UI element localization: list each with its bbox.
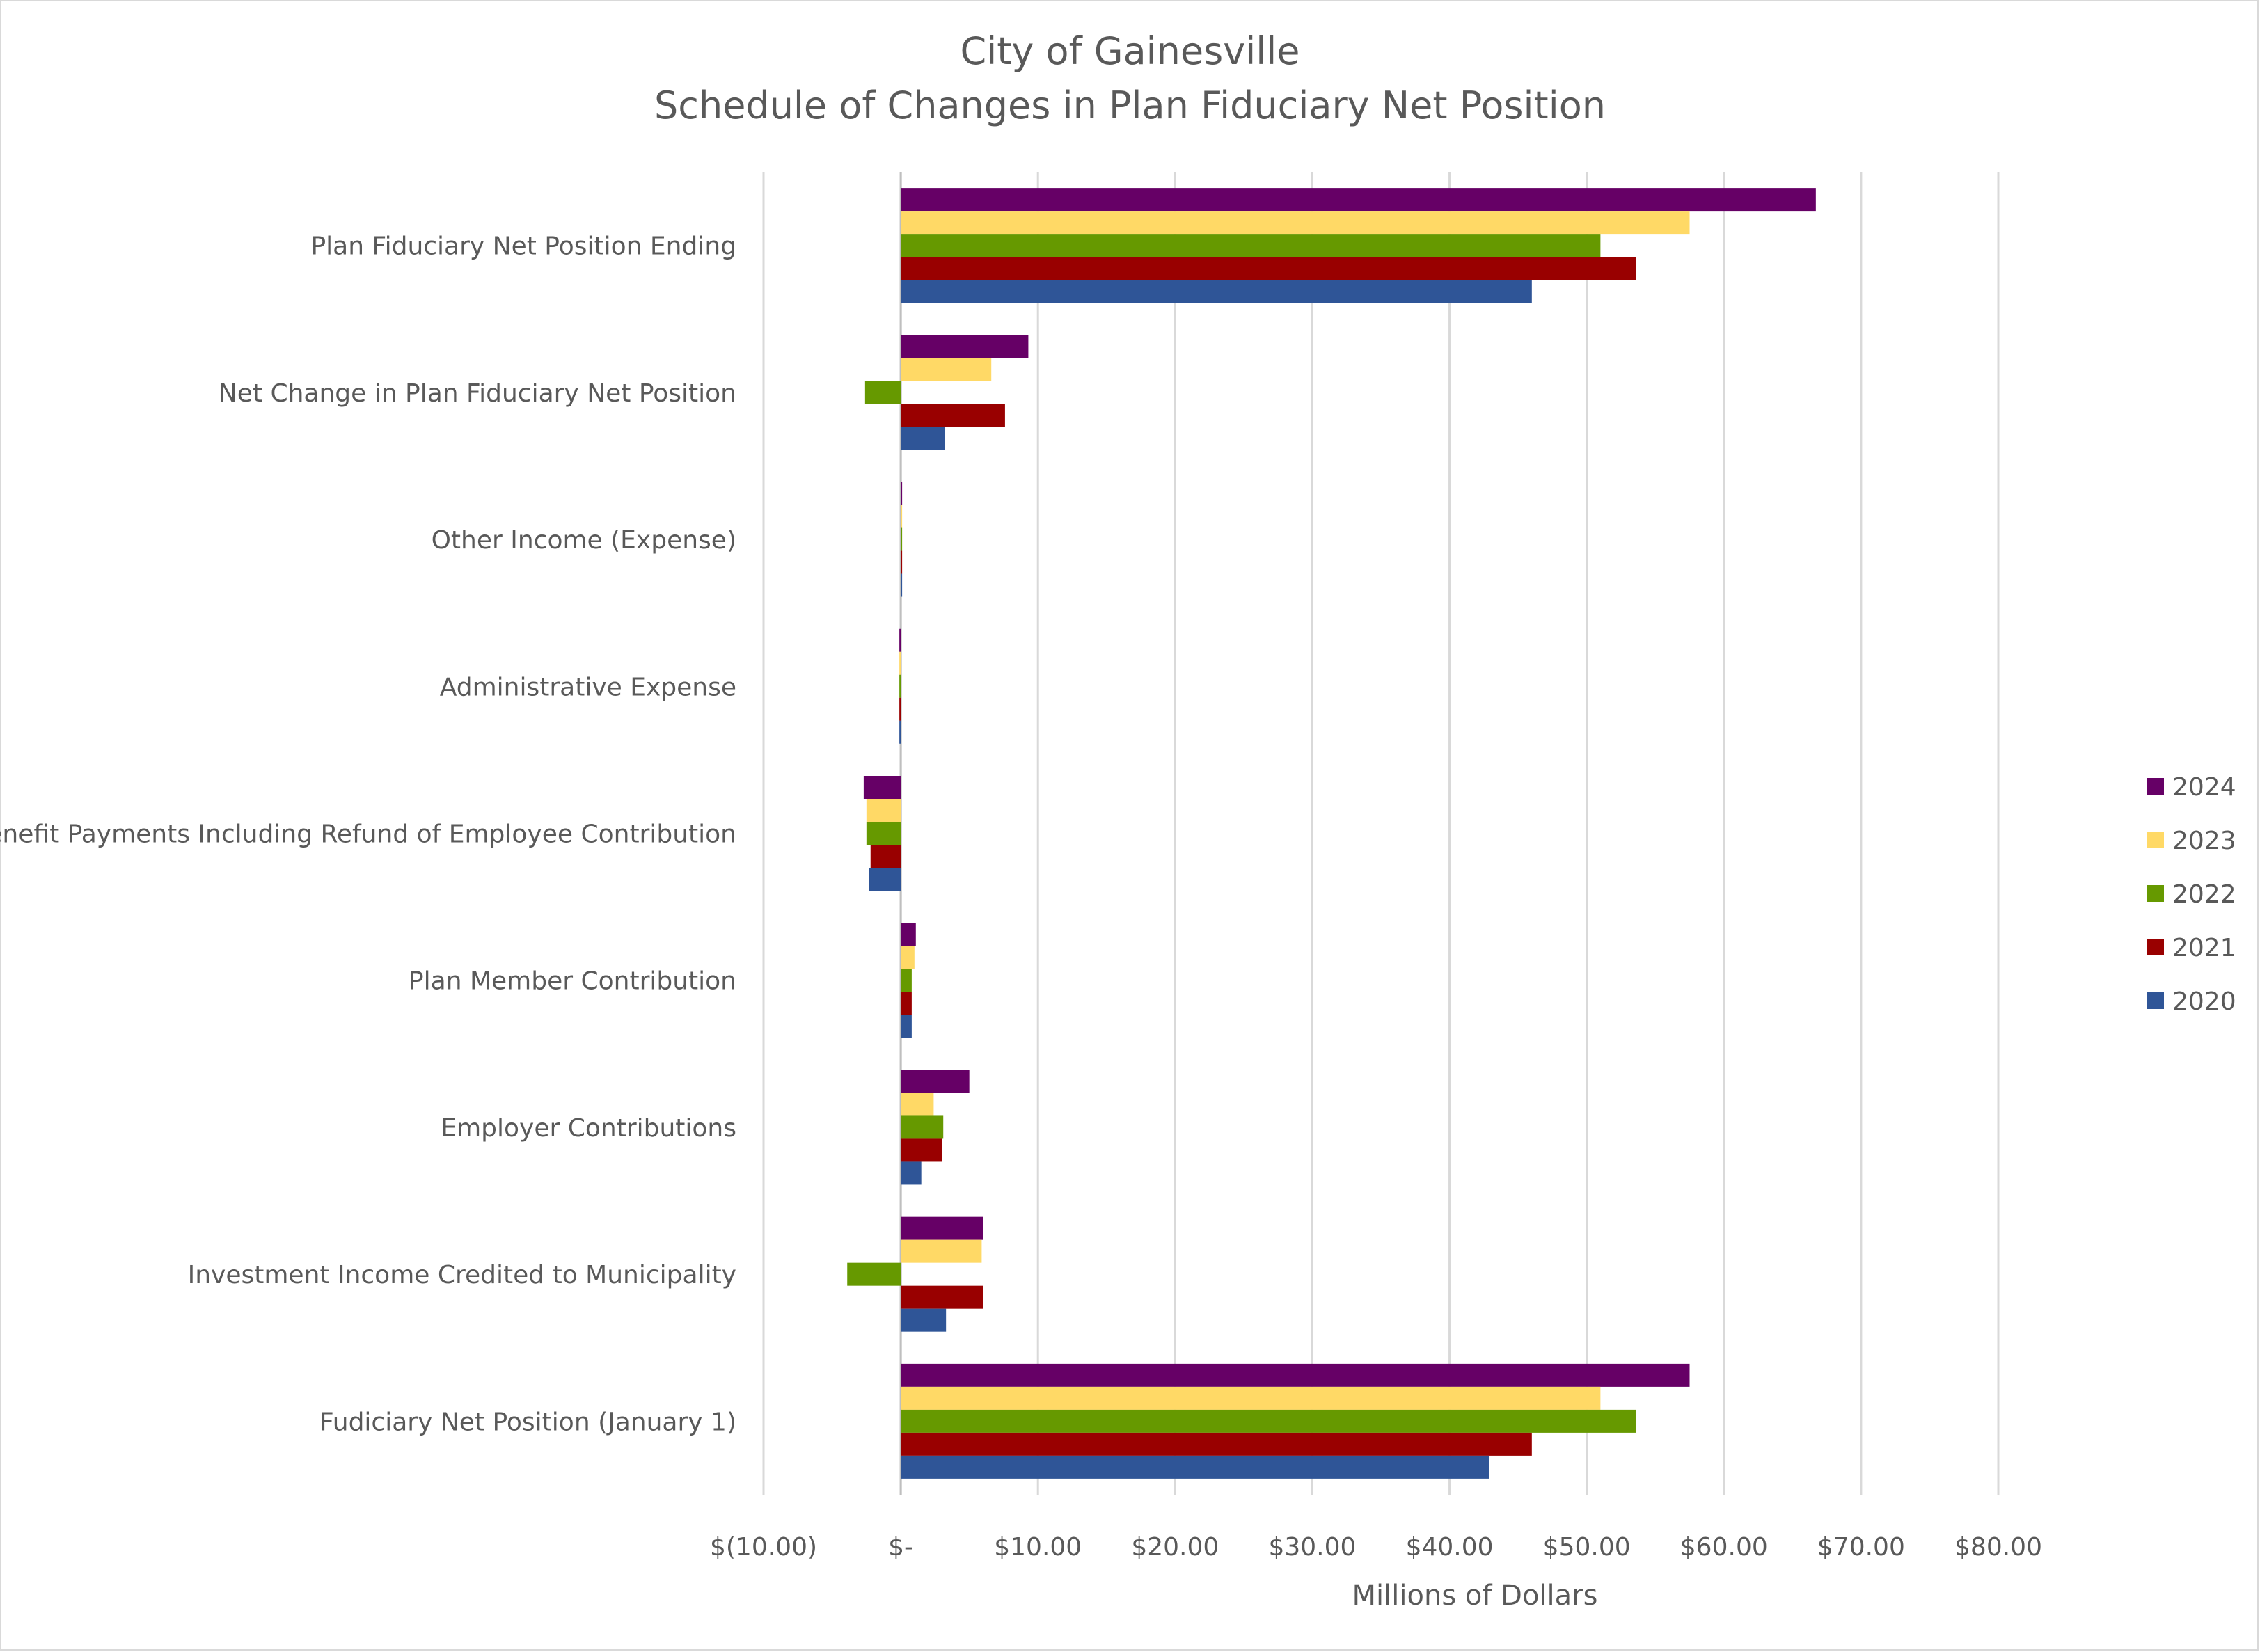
legend-label-2023: 2023 [2172, 827, 2236, 855]
category-label-7: Investment Income Credited to Municipali… [188, 1261, 736, 1289]
gridlines [762, 172, 2000, 1495]
bar-2021-cat-5 [901, 992, 912, 1015]
category-labels: Plan Fiduciary Net Position Ending Net Ch… [0, 232, 736, 1437]
bar-2021-cat-2 [901, 550, 903, 574]
bar-2022-cat-0 [901, 234, 1601, 257]
bar-2023-cat-7 [901, 1239, 982, 1263]
bar-2023-cat-2 [901, 505, 903, 528]
category-label-2: Other Income (Expense) [432, 526, 736, 555]
legend-swatch-2020 [2147, 992, 2164, 1009]
bar-2024-cat-8 [901, 1363, 1690, 1387]
x-tick-label-3: $20.00 [1131, 1533, 1219, 1562]
bar-2023-cat-1 [901, 358, 992, 381]
bar-2024-cat-3 [899, 628, 901, 652]
legend-label-2020: 2020 [2172, 987, 2236, 1016]
x-tick-label-2: $10.00 [994, 1533, 1082, 1562]
bar-2023-cat-6 [901, 1093, 934, 1116]
x-tick-label-4: $30.00 [1268, 1533, 1356, 1562]
category-label-6: Employer Contributions [441, 1114, 736, 1143]
x-axis-label: Millions of Dollars [1352, 1580, 1598, 1612]
bar-2021-cat-0 [901, 257, 1636, 280]
bar-2020-cat-0 [901, 280, 1532, 303]
bar-2023-cat-0 [901, 211, 1690, 235]
x-tick-label-1: $- [888, 1533, 913, 1562]
bar-2021-cat-3 [899, 697, 901, 721]
bar-2024-cat-2 [901, 482, 903, 505]
bar-2024-cat-6 [901, 1070, 970, 1093]
legend-label-2021: 2021 [2172, 934, 2236, 962]
bar-2022-cat-5 [901, 969, 912, 992]
bar-2024-cat-5 [901, 923, 916, 946]
bar-2022-cat-1 [864, 381, 901, 404]
category-label-4: Benefit Payments Including Refund of Emp… [0, 820, 736, 849]
bar-2020-cat-5 [901, 1015, 912, 1038]
bar-2023-cat-5 [901, 946, 915, 969]
bar-2020-cat-2 [901, 573, 903, 597]
x-tick-label-9: $80.00 [1954, 1533, 2042, 1562]
bar-2020-cat-1 [901, 427, 945, 450]
bar-2020-cat-7 [901, 1308, 947, 1332]
chart-title: City of Gainesville [960, 29, 1300, 73]
bar-2020-cat-6 [901, 1161, 922, 1185]
bar-2020-cat-3 [899, 720, 901, 744]
x-tick-label-6: $50.00 [1543, 1533, 1631, 1562]
bar-2022-cat-7 [847, 1262, 901, 1286]
chart-subtitle: Schedule of Changes in Plan Fiduciary Ne… [654, 84, 1606, 127]
bar-2021-cat-4 [870, 845, 901, 868]
x-tick-label-0: $(10.00) [710, 1533, 817, 1562]
category-label-8: Fudiciary Net Position (January 1) [319, 1408, 736, 1436]
legend: 2024 2023 2022 2021 2020 [2147, 773, 2236, 1016]
x-tick-label-8: $70.00 [1817, 1533, 1905, 1562]
category-label-3: Administrative Expense [440, 673, 736, 701]
bar-2024-cat-0 [901, 188, 1816, 212]
legend-swatch-2022 [2147, 885, 2164, 902]
bar-2022-cat-2 [901, 527, 903, 551]
bar-2024-cat-4 [863, 776, 901, 799]
category-label-5: Plan Member Contribution [409, 967, 736, 996]
legend-swatch-2024 [2147, 778, 2164, 795]
bar-2022-cat-6 [901, 1115, 944, 1139]
x-tick-label-7: $60.00 [1680, 1533, 1768, 1562]
category-label-0: Plan Fiduciary Net Position Ending [310, 232, 736, 261]
bar-2022-cat-3 [899, 674, 901, 698]
legend-swatch-2023 [2147, 832, 2164, 848]
bar-2022-cat-4 [866, 822, 901, 845]
bar-2024-cat-7 [901, 1216, 983, 1240]
bar-2022-cat-8 [901, 1409, 1636, 1433]
bar-2021-cat-8 [901, 1432, 1532, 1456]
bar-2021-cat-7 [901, 1285, 983, 1309]
bar-2023-cat-3 [899, 651, 901, 675]
bar-2020-cat-8 [901, 1455, 1489, 1479]
bar-2020-cat-4 [869, 868, 901, 891]
bars [847, 188, 1816, 1479]
bar-2021-cat-1 [901, 404, 1005, 427]
x-tick-label-5: $40.00 [1406, 1533, 1494, 1562]
legend-label-2022: 2022 [2172, 880, 2236, 909]
legend-label-2024: 2024 [2172, 773, 2236, 802]
bar-2023-cat-8 [901, 1386, 1601, 1410]
legend-swatch-2021 [2147, 939, 2164, 955]
x-tick-labels: $(10.00) $- $10.00 $20.00 $30.00 $40.00 $50.00… [710, 1533, 2042, 1562]
bar-2021-cat-6 [901, 1138, 942, 1162]
bar-2024-cat-1 [901, 335, 1029, 358]
category-label-1: Net Change in Plan Fiduciary Net Positio… [219, 379, 736, 408]
bar-2023-cat-4 [866, 799, 901, 822]
